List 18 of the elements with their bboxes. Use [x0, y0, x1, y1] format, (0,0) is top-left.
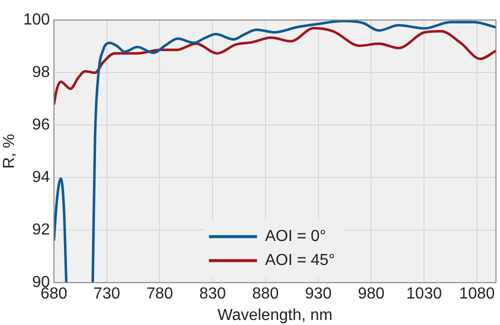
x-tick-label: 980	[358, 286, 385, 303]
x-tick-label: 730	[93, 286, 120, 303]
y-tick-label: 92	[32, 221, 50, 238]
y-tick-label: 100	[23, 11, 50, 28]
x-axis-title: Wavelength, nm	[217, 306, 332, 324]
x-tick-label: 780	[146, 286, 174, 303]
x-tick-label: 830	[199, 286, 226, 303]
y-tick-label: 94	[32, 168, 50, 186]
y-axis-title: R, %	[1, 134, 18, 169]
y-tick-label: 96	[32, 116, 50, 134]
y-tick-label: 98	[32, 64, 50, 81]
legend-label: AOI = 0°	[264, 228, 326, 246]
x-tick-label: 880	[252, 286, 279, 303]
legend-label: AOI = 45°	[264, 252, 335, 270]
x-tick-label: 930	[304, 286, 332, 303]
x-tick-label: 1030	[406, 286, 442, 303]
x-tick-label: 1080	[459, 286, 495, 303]
line-series	[54, 26, 496, 106]
